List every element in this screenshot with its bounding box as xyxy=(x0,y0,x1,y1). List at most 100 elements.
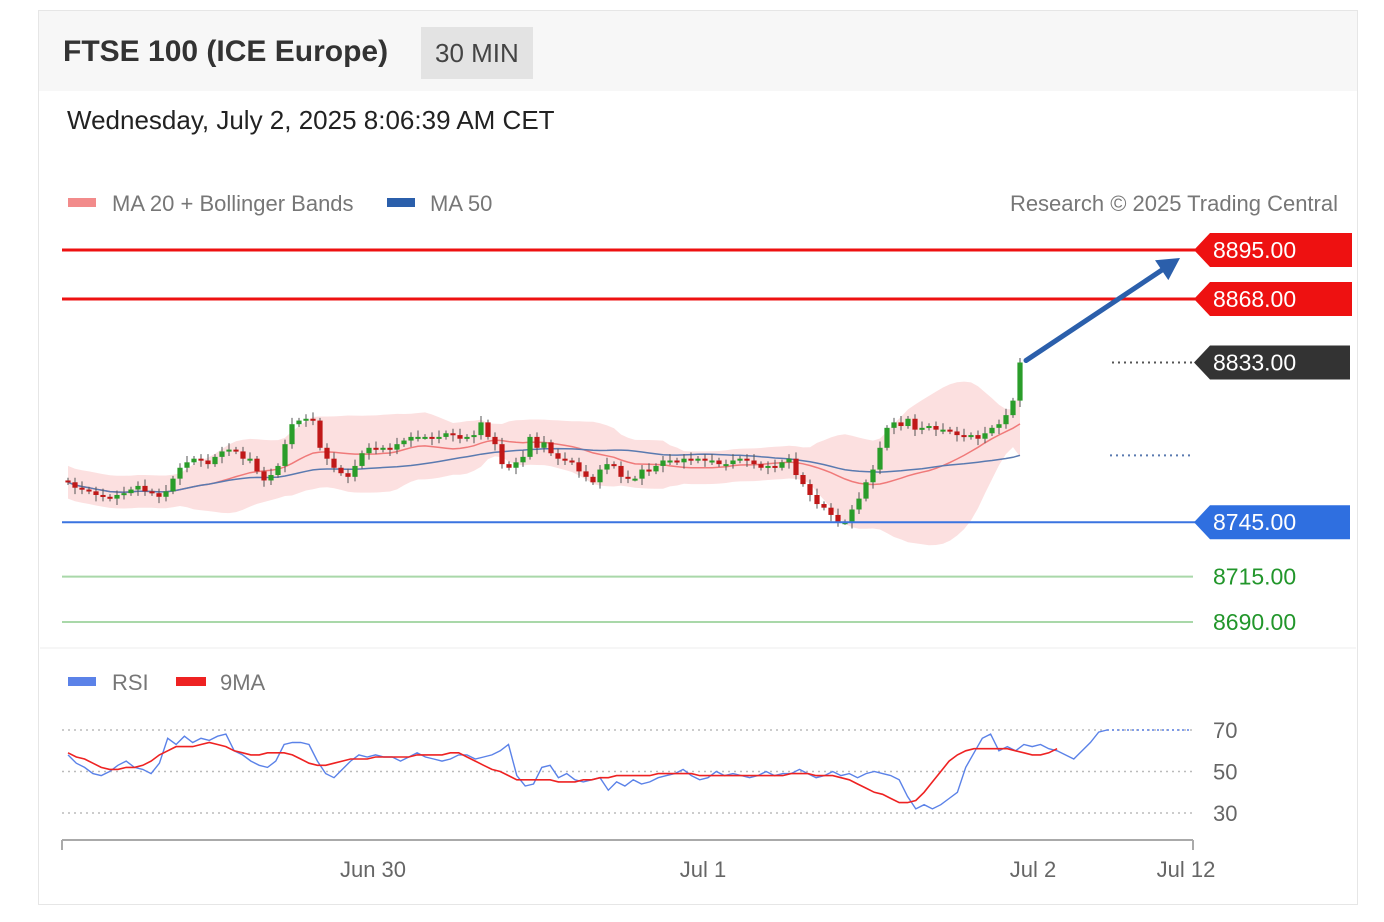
candle xyxy=(282,439,288,473)
candle-body xyxy=(800,475,806,485)
candle xyxy=(338,465,344,476)
candle-body xyxy=(135,485,141,490)
candle-body xyxy=(212,456,218,465)
candle xyxy=(177,463,183,485)
candle-body xyxy=(394,444,400,450)
candle-body xyxy=(436,436,442,439)
rsi-line xyxy=(67,729,1108,810)
candle-body xyxy=(499,444,505,465)
price-levels: 8895.00 8868.00 8833.00 8745.00 8715.00 8690.… xyxy=(62,233,1352,635)
candle xyxy=(660,455,666,473)
level-label: 8868.00 xyxy=(1213,286,1296,312)
candle xyxy=(835,508,841,527)
candle xyxy=(667,454,673,466)
candle-body xyxy=(667,460,673,463)
candle-body xyxy=(856,498,862,510)
rsi-tick-label: 30 xyxy=(1213,801,1237,826)
candle xyxy=(107,494,113,502)
x-tick-label: Jul 2 xyxy=(1010,857,1056,882)
rsi-swatch xyxy=(68,677,96,686)
candle xyxy=(639,465,645,485)
candle xyxy=(576,457,582,478)
candle xyxy=(422,434,428,440)
candles xyxy=(65,357,1023,529)
candle xyxy=(611,461,617,469)
candle-body xyxy=(142,485,148,492)
candle-body xyxy=(324,447,330,459)
candle-body xyxy=(170,478,176,492)
candle xyxy=(240,446,246,466)
candle-body xyxy=(247,458,253,461)
candle-body xyxy=(877,447,883,470)
candle xyxy=(184,455,190,473)
candle xyxy=(709,454,715,466)
candle-body xyxy=(709,460,715,463)
candle xyxy=(114,490,120,505)
candle-body xyxy=(107,496,113,499)
candle-body xyxy=(205,460,211,465)
candle xyxy=(1010,397,1016,418)
candle-body xyxy=(975,435,981,439)
candle-body xyxy=(940,429,946,432)
candle xyxy=(527,434,533,460)
candle-body xyxy=(93,491,99,495)
candle xyxy=(261,466,267,487)
candle xyxy=(485,419,491,440)
candle-body xyxy=(464,436,470,439)
candle xyxy=(324,443,330,466)
candle-body xyxy=(989,427,995,434)
candle-body xyxy=(625,476,631,479)
x-tick-label: Jun 30 xyxy=(340,857,406,882)
candle-body xyxy=(870,469,876,483)
rsi-panel: 70 50 30 xyxy=(62,718,1237,826)
x-tick-label: Jul 1 xyxy=(680,857,726,882)
candle-body xyxy=(905,418,911,427)
candle-body xyxy=(303,418,309,421)
candle-body xyxy=(772,465,778,468)
candle xyxy=(905,416,911,429)
candle xyxy=(681,454,687,469)
candle xyxy=(891,417,897,435)
candle xyxy=(415,430,421,442)
candle-body xyxy=(912,418,918,430)
candle-body xyxy=(688,458,694,461)
candle xyxy=(373,441,379,455)
candle xyxy=(86,486,92,495)
candle xyxy=(534,432,540,455)
candle xyxy=(135,481,141,496)
candle xyxy=(933,421,939,436)
candle xyxy=(996,419,1002,435)
candle-body xyxy=(590,476,596,483)
candle-body xyxy=(933,426,939,430)
candle xyxy=(275,463,281,478)
candle-body xyxy=(352,465,358,477)
candle-body xyxy=(744,458,750,461)
candle xyxy=(429,432,435,446)
candle xyxy=(702,454,708,467)
level-support-minor: 8690.00 xyxy=(62,609,1296,635)
candle xyxy=(359,450,365,469)
candle xyxy=(331,452,337,473)
candle xyxy=(940,423,946,435)
candle xyxy=(345,468,351,484)
candle-body xyxy=(226,449,232,452)
candle xyxy=(79,481,85,495)
candle xyxy=(597,465,603,489)
resistance-tag xyxy=(1194,281,1352,316)
candle xyxy=(758,461,764,471)
candle-body xyxy=(233,449,239,452)
candle-body xyxy=(604,464,610,470)
rsi-gridlines: 70 50 30 xyxy=(62,718,1237,826)
candle-body xyxy=(338,467,344,474)
candle-body xyxy=(450,433,456,436)
candle xyxy=(233,446,239,455)
candle-body xyxy=(695,458,701,461)
candle xyxy=(128,486,134,496)
target-arrow-shaft xyxy=(1023,263,1171,364)
candle xyxy=(1003,408,1009,429)
candle-body xyxy=(562,458,568,461)
timeframe-badge[interactable]: 30 MIN xyxy=(421,27,533,79)
candle-body xyxy=(359,453,365,466)
candle-body xyxy=(184,462,190,468)
candle-body xyxy=(758,464,764,468)
